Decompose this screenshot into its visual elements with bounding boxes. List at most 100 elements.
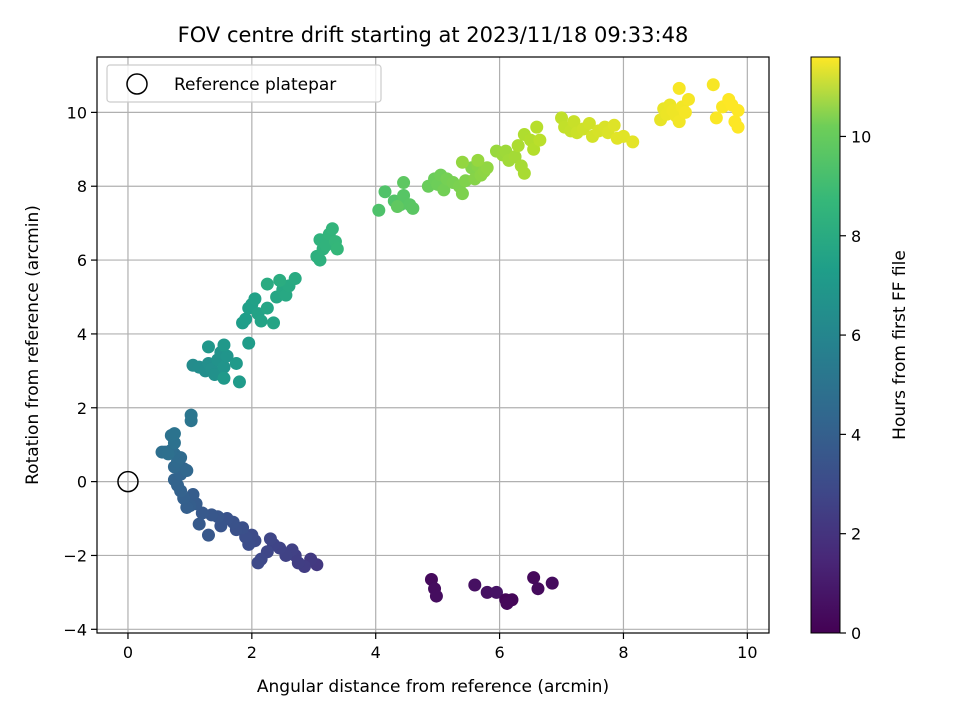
data-point (201, 528, 215, 542)
legend-marker-icon (126, 73, 148, 95)
grid (97, 57, 769, 633)
data-point (251, 556, 265, 570)
data-point (517, 166, 531, 180)
data-point (263, 532, 277, 546)
reference-platepar-marker (117, 470, 139, 493)
data-point (248, 292, 262, 306)
data-point (567, 115, 581, 129)
colorbar: 0 2 4 6 8 10 Hours from first FF file (810, 56, 910, 643)
colorbar-tick-label: 4 (851, 425, 861, 444)
x-tick-label: 10 (737, 643, 757, 662)
colorbar-tick-label: 2 (851, 525, 861, 544)
data-point (731, 104, 745, 118)
colorbar-ticks: 0 2 4 6 8 10 (840, 127, 871, 643)
data-point (545, 576, 559, 590)
data-point (217, 371, 231, 385)
data-point (184, 408, 198, 422)
data-point (731, 120, 745, 134)
x-tick-label: 0 (123, 643, 133, 662)
data-point (437, 183, 451, 197)
data-point (709, 111, 723, 125)
data-point (500, 596, 514, 610)
data-point (626, 135, 640, 149)
x-tick-label: 8 (618, 643, 628, 662)
data-point (180, 464, 194, 478)
legend: Reference platepar (106, 64, 382, 103)
legend-label: Reference platepar (174, 75, 336, 95)
data-point (397, 176, 411, 190)
colorbar-tick-label: 8 (851, 227, 861, 246)
data-point (239, 312, 253, 326)
colorbar-tick-label: 6 (851, 326, 861, 345)
data-point (325, 222, 339, 236)
data-point (217, 338, 231, 352)
x-axis-label: Angular distance from reference (arcmin) (257, 677, 609, 697)
data-point (378, 185, 392, 199)
data-point (468, 578, 482, 592)
data-point (273, 273, 287, 287)
data-point (489, 585, 503, 599)
data-point (607, 118, 621, 132)
data-point (681, 92, 695, 106)
data-point (511, 139, 525, 153)
data-point (167, 427, 181, 441)
data-point (330, 242, 344, 256)
y-tick-label: 4 (77, 325, 87, 344)
data-point (390, 200, 404, 214)
data-point (531, 582, 545, 596)
y-axis-label: Rotation from reference (arcmin) (23, 205, 43, 485)
data-point (254, 314, 268, 328)
data-point (508, 150, 522, 164)
y-axis-ticks: −4 −2 0 2 4 6 8 10 (63, 103, 97, 639)
legend-box (106, 64, 382, 103)
data-point (406, 201, 420, 215)
data-point (267, 316, 281, 330)
plot-frame (96, 56, 770, 634)
x-tick-label: 4 (371, 643, 381, 662)
x-tick-label: 2 (247, 643, 257, 662)
data-point (533, 133, 547, 147)
data-point (195, 506, 209, 520)
colorbar-tick-label: 10 (851, 127, 871, 146)
data-point (455, 155, 469, 169)
data-point (527, 142, 541, 156)
data-point (480, 585, 494, 599)
data-point (313, 253, 327, 267)
data-point (582, 116, 596, 130)
data-point (260, 301, 274, 315)
data-point (192, 517, 206, 531)
data-points (155, 78, 745, 610)
y-tick-label: 8 (77, 177, 87, 196)
data-point (455, 187, 469, 201)
data-point (217, 360, 231, 374)
data-point (530, 120, 544, 134)
colorbar-label: Hours from first FF file (890, 250, 910, 440)
data-point (706, 78, 720, 92)
data-point (220, 349, 234, 363)
data-point (429, 589, 443, 603)
data-point (260, 277, 274, 291)
data-point (678, 105, 692, 119)
data-point (471, 153, 485, 167)
colorbar-gradient (810, 56, 841, 634)
data-point (527, 571, 541, 585)
data-point (480, 161, 494, 175)
data-point (372, 203, 386, 217)
colorbar-tick-label: 0 (851, 624, 861, 643)
data-point (397, 188, 411, 202)
data-point (201, 340, 215, 354)
data-point (229, 356, 243, 370)
data-point (288, 272, 302, 286)
y-tick-label: 0 (77, 473, 87, 492)
y-tick-label: −4 (63, 620, 87, 639)
x-tick-label: 6 (494, 643, 504, 662)
data-point (672, 115, 686, 129)
y-tick-label: 6 (77, 251, 87, 270)
chart-title: FOV centre drift starting at 2023/11/18 … (178, 23, 689, 47)
y-tick-label: 2 (77, 399, 87, 418)
y-tick-label: 10 (67, 103, 87, 122)
data-point (672, 81, 686, 95)
data-point (232, 375, 246, 389)
